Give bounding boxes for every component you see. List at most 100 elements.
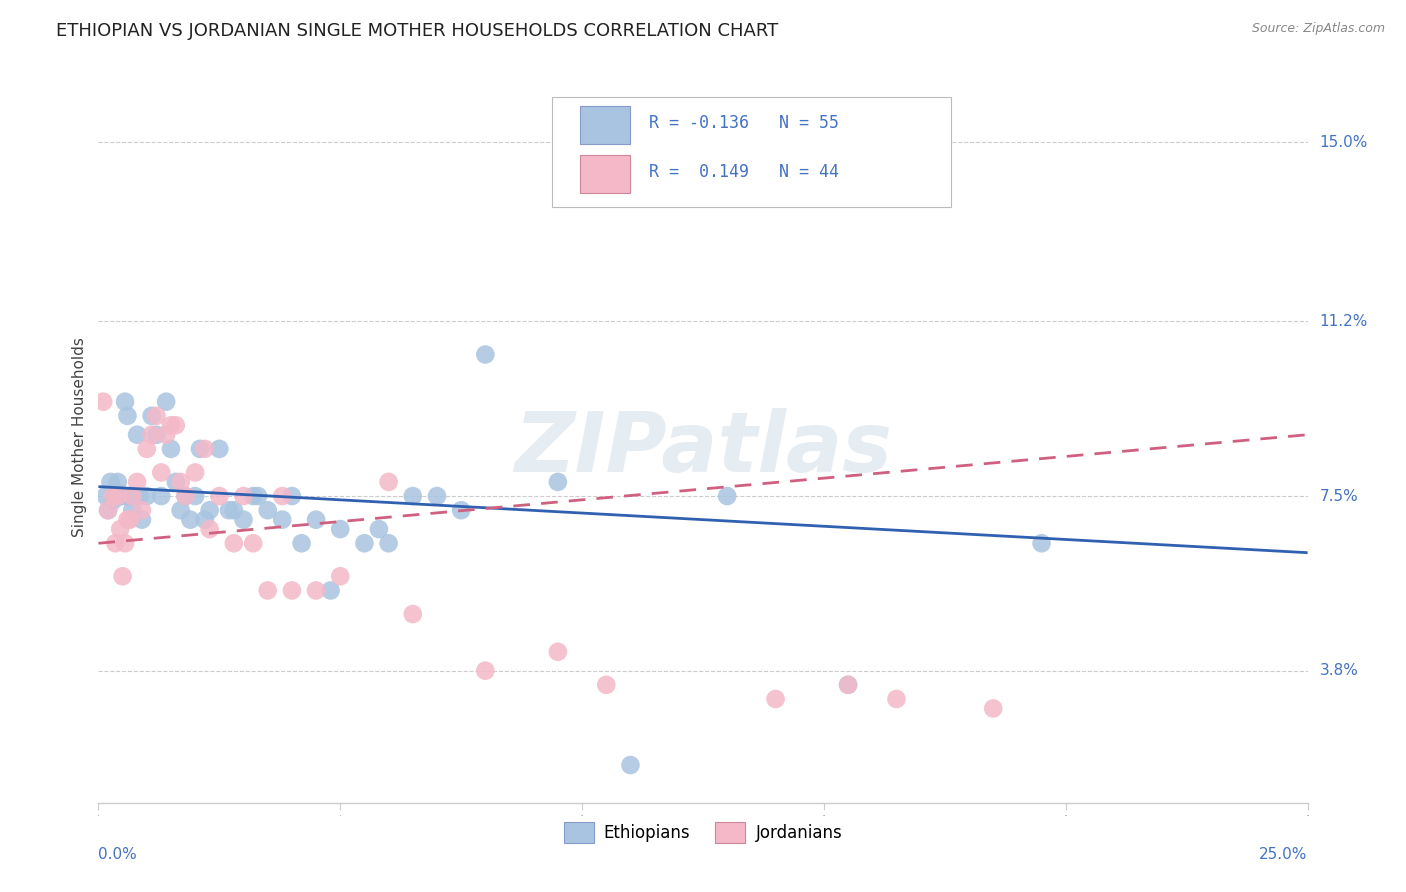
Text: Source: ZipAtlas.com: Source: ZipAtlas.com bbox=[1251, 22, 1385, 36]
Text: ETHIOPIAN VS JORDANIAN SINGLE MOTHER HOUSEHOLDS CORRELATION CHART: ETHIOPIAN VS JORDANIAN SINGLE MOTHER HOU… bbox=[56, 22, 779, 40]
Point bbox=[377, 536, 399, 550]
Point bbox=[305, 583, 328, 598]
Point bbox=[474, 664, 496, 678]
Point bbox=[169, 503, 191, 517]
Point bbox=[100, 475, 122, 489]
Point bbox=[127, 427, 149, 442]
Point bbox=[329, 569, 352, 583]
Point bbox=[104, 536, 127, 550]
Point bbox=[111, 569, 134, 583]
Point bbox=[402, 489, 425, 503]
Point bbox=[117, 513, 139, 527]
Point bbox=[402, 607, 425, 621]
Point bbox=[247, 489, 270, 503]
Point bbox=[981, 701, 1004, 715]
Point bbox=[547, 645, 569, 659]
Point bbox=[242, 489, 264, 503]
Point bbox=[174, 489, 197, 503]
Point bbox=[232, 489, 254, 503]
Text: R = -0.136   N = 55: R = -0.136 N = 55 bbox=[648, 114, 838, 132]
Point bbox=[155, 427, 177, 442]
Point bbox=[104, 484, 127, 499]
Point bbox=[114, 536, 136, 550]
Point bbox=[271, 513, 294, 527]
Point bbox=[150, 489, 173, 503]
Text: 3.8%: 3.8% bbox=[1320, 663, 1358, 678]
Point bbox=[837, 678, 859, 692]
Point bbox=[188, 442, 211, 456]
Point bbox=[108, 489, 131, 503]
Point bbox=[118, 489, 141, 503]
Point bbox=[208, 489, 231, 503]
Point bbox=[256, 503, 278, 517]
Text: 0.0%: 0.0% bbox=[98, 847, 138, 862]
FancyBboxPatch shape bbox=[579, 105, 630, 144]
Point bbox=[155, 394, 177, 409]
Point bbox=[222, 503, 245, 517]
Point bbox=[118, 513, 141, 527]
Point bbox=[232, 513, 254, 527]
Text: 15.0%: 15.0% bbox=[1320, 135, 1368, 150]
Point bbox=[107, 489, 129, 503]
Point bbox=[271, 489, 294, 503]
Point bbox=[114, 394, 136, 409]
Point bbox=[886, 692, 908, 706]
Point bbox=[179, 513, 201, 527]
Point bbox=[837, 678, 859, 692]
Point bbox=[368, 522, 391, 536]
Point bbox=[765, 692, 787, 706]
Point bbox=[94, 489, 117, 503]
Point bbox=[184, 489, 207, 503]
Point bbox=[1031, 536, 1053, 550]
Point bbox=[169, 475, 191, 489]
Point bbox=[135, 489, 157, 503]
Point bbox=[198, 522, 221, 536]
Point bbox=[595, 678, 617, 692]
Point bbox=[165, 418, 187, 433]
Point bbox=[91, 394, 114, 409]
Point bbox=[160, 418, 183, 433]
Point bbox=[107, 475, 129, 489]
Point bbox=[124, 489, 146, 503]
Point bbox=[319, 583, 342, 598]
Point bbox=[141, 409, 163, 423]
Text: R =  0.149   N = 44: R = 0.149 N = 44 bbox=[648, 163, 838, 181]
Point bbox=[281, 583, 304, 598]
Point bbox=[377, 475, 399, 489]
Point bbox=[281, 489, 304, 503]
Point bbox=[145, 409, 167, 423]
Point bbox=[619, 758, 641, 772]
Point bbox=[121, 503, 143, 517]
Point bbox=[121, 489, 143, 503]
Point bbox=[145, 427, 167, 442]
FancyBboxPatch shape bbox=[579, 154, 630, 193]
Point bbox=[135, 442, 157, 456]
Point bbox=[108, 522, 131, 536]
Point bbox=[290, 536, 312, 550]
Point bbox=[208, 442, 231, 456]
Point bbox=[141, 427, 163, 442]
Point bbox=[194, 442, 217, 456]
Point bbox=[111, 489, 134, 503]
Text: 25.0%: 25.0% bbox=[1260, 847, 1308, 862]
Point bbox=[165, 475, 187, 489]
Point bbox=[184, 466, 207, 480]
Point bbox=[353, 536, 375, 550]
Point bbox=[97, 503, 120, 517]
Point bbox=[198, 503, 221, 517]
Point bbox=[242, 536, 264, 550]
Point bbox=[160, 442, 183, 456]
Legend: Ethiopians, Jordanians: Ethiopians, Jordanians bbox=[557, 815, 849, 849]
Point bbox=[131, 503, 153, 517]
Point bbox=[127, 475, 149, 489]
Point bbox=[117, 409, 139, 423]
Text: ZIPatlas: ZIPatlas bbox=[515, 409, 891, 490]
Point bbox=[101, 493, 124, 508]
Point bbox=[194, 513, 217, 527]
Point bbox=[131, 513, 153, 527]
Point bbox=[329, 522, 352, 536]
Point bbox=[174, 489, 197, 503]
Point bbox=[305, 513, 328, 527]
Point bbox=[218, 503, 240, 517]
Y-axis label: Single Mother Households: Single Mother Households bbox=[72, 337, 87, 537]
